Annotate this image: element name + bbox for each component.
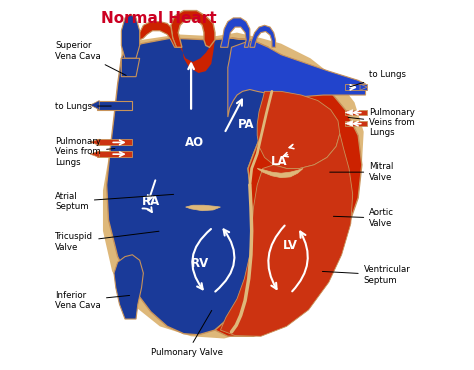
Text: Inferior
Vena Cava: Inferior Vena Cava: [55, 291, 129, 310]
Text: Normal Heart: Normal Heart: [101, 11, 217, 26]
Text: LA: LA: [271, 155, 288, 168]
Polygon shape: [90, 139, 99, 145]
Polygon shape: [257, 91, 340, 168]
Text: Pulmonary
Veins from
Lungs: Pulmonary Veins from Lungs: [348, 108, 415, 138]
Polygon shape: [98, 101, 132, 110]
Polygon shape: [220, 134, 353, 336]
Polygon shape: [90, 101, 99, 110]
Text: Aortic
Valve: Aortic Valve: [333, 208, 394, 228]
Polygon shape: [121, 14, 140, 58]
Text: AO: AO: [185, 136, 204, 149]
Polygon shape: [186, 205, 220, 211]
Text: to Lungs: to Lungs: [55, 101, 111, 111]
Polygon shape: [171, 11, 215, 47]
Text: Pulmonary Valve: Pulmonary Valve: [151, 310, 223, 357]
Text: Superior
Vena Cava: Superior Vena Cava: [55, 41, 126, 75]
Text: RA: RA: [142, 195, 160, 208]
Text: PA: PA: [238, 118, 255, 131]
Text: Ventricular
Septum: Ventricular Septum: [322, 265, 410, 285]
Polygon shape: [98, 139, 132, 145]
Polygon shape: [121, 58, 140, 77]
Polygon shape: [140, 21, 176, 47]
Polygon shape: [346, 84, 367, 90]
Polygon shape: [220, 18, 250, 47]
Polygon shape: [103, 33, 364, 339]
Polygon shape: [346, 110, 367, 115]
Polygon shape: [107, 38, 275, 335]
Polygon shape: [228, 40, 365, 117]
Polygon shape: [257, 168, 303, 178]
Text: Pulmonary
Veins from
Lungs: Pulmonary Veins from Lungs: [55, 137, 115, 167]
Polygon shape: [90, 151, 99, 158]
Polygon shape: [360, 84, 367, 90]
Text: Tricuspid
Valve: Tricuspid Valve: [55, 231, 159, 252]
Polygon shape: [176, 40, 215, 73]
Text: Atrial
Septum: Atrial Septum: [55, 192, 173, 211]
Text: to Lungs: to Lungs: [350, 70, 406, 87]
Polygon shape: [114, 255, 143, 319]
Polygon shape: [346, 121, 353, 126]
Polygon shape: [98, 151, 132, 158]
Polygon shape: [215, 38, 362, 336]
Polygon shape: [250, 25, 275, 47]
Text: RV: RV: [191, 258, 210, 270]
Text: LV: LV: [283, 239, 298, 252]
Polygon shape: [346, 110, 353, 115]
Text: Mitral
Valve: Mitral Valve: [330, 162, 393, 182]
Polygon shape: [346, 121, 367, 126]
